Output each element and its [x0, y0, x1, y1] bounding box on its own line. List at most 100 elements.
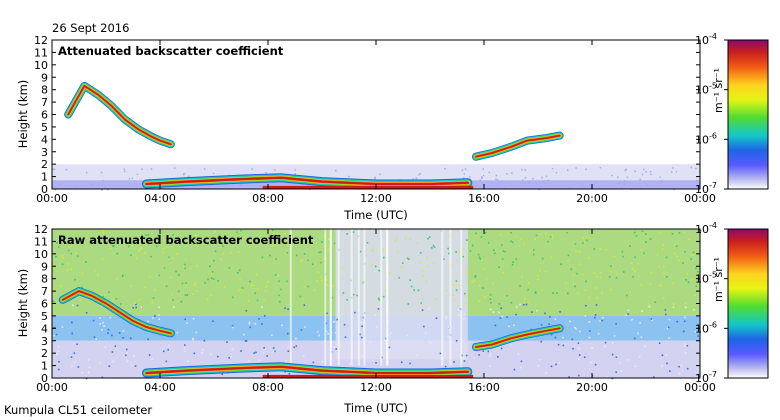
noise-speck [312, 361, 315, 364]
noise-speck [675, 171, 678, 173]
noise-speck [584, 315, 587, 317]
noise-speck [596, 275, 598, 278]
noise-speck [209, 265, 211, 268]
noise-speck [210, 294, 212, 296]
noise-speck [489, 365, 492, 368]
noise-speck [423, 325, 425, 328]
noise-speck [107, 328, 110, 331]
noise-speck [255, 351, 257, 354]
noise-speck [578, 347, 581, 350]
noise-speck [432, 244, 435, 247]
noise-speck [125, 348, 128, 351]
y-tick-label: 7 [41, 285, 48, 298]
noise-speck [101, 328, 103, 331]
noise-speck [238, 289, 240, 292]
noise-speck [512, 261, 514, 264]
noise-speck [680, 364, 683, 367]
noise-speck [510, 343, 512, 346]
noise-speck [295, 345, 298, 347]
noise-speck [186, 294, 189, 296]
noise-speck [113, 245, 115, 247]
noise-speck [188, 175, 190, 178]
noise-speck [74, 252, 77, 254]
noise-speck [320, 251, 322, 253]
noise-speck [682, 330, 685, 333]
noise-speck [686, 273, 688, 275]
noise-speck [634, 270, 636, 272]
y-tick-label: 7 [41, 96, 48, 109]
noise-speck [173, 167, 176, 169]
noise-speck [301, 258, 304, 261]
noise-speck [388, 271, 391, 274]
noise-speck [275, 258, 278, 260]
noise-speck [83, 241, 86, 243]
noise-speck [141, 168, 143, 170]
noise-speck [286, 280, 288, 283]
noise-speck [520, 360, 523, 363]
clear-stripe [289, 229, 292, 366]
noise-speck [513, 368, 516, 371]
noise-speck [419, 172, 422, 175]
noise-speck [421, 275, 424, 277]
noise-speck [158, 274, 161, 277]
noise-speck [433, 262, 435, 264]
noise-speck [134, 365, 137, 367]
noise-speck [226, 341, 228, 343]
noise-speck [578, 374, 580, 377]
noise-speck [320, 279, 323, 282]
noise-speck [207, 278, 209, 281]
noise-speck [528, 181, 530, 184]
noise-speck [333, 346, 336, 349]
noise-speck [348, 175, 350, 178]
noise-speck [622, 271, 625, 273]
noise-speck [316, 330, 319, 333]
noise-speck [521, 179, 524, 182]
noise-speck [325, 322, 328, 325]
x-tick-label: 04:00 [144, 192, 176, 205]
noise-speck [678, 372, 681, 375]
noise-speck [171, 293, 173, 296]
noise-speck [303, 286, 306, 289]
noise-speck [651, 319, 654, 322]
noise-speck [545, 175, 548, 178]
noise-speck [318, 334, 321, 337]
noise-speck [103, 325, 105, 327]
noise-speck [52, 186, 55, 188]
noise-speck [371, 248, 373, 251]
noise-speck [649, 238, 652, 240]
colorbar-tick-label: 10-4 [695, 32, 717, 47]
y-tick-label: 10 [34, 248, 48, 261]
noise-speck [104, 293, 106, 296]
noise-speck [644, 345, 646, 347]
noise-speck [529, 249, 531, 252]
noise-speck [694, 330, 697, 333]
noise-speck [550, 365, 553, 368]
noise-speck [518, 245, 521, 248]
noise-speck [549, 235, 552, 238]
noise-speck [203, 339, 206, 342]
noise-speck [487, 242, 490, 244]
noise-speck [492, 311, 495, 313]
noise-speck [356, 294, 359, 297]
noise-speck [140, 306, 143, 308]
noise-speck [684, 343, 686, 345]
signal-elevated-cloud-layer [67, 85, 172, 146]
noise-speck [123, 170, 126, 173]
noise-speck [659, 284, 661, 287]
panel-title: Raw attenuated backscatter coefficient [58, 233, 314, 247]
noise-speck [611, 353, 614, 356]
noise-speck [251, 168, 253, 170]
noise-speck [684, 352, 687, 354]
noise-speck [183, 172, 185, 175]
clear-stripe [441, 229, 444, 366]
noise-speck [645, 241, 647, 243]
noise-speck [370, 264, 373, 267]
noise-speck [402, 262, 404, 264]
noise-speck [442, 258, 445, 260]
y-tick-label: 1 [41, 171, 48, 184]
noise-speck [665, 256, 668, 259]
noise-speck [284, 233, 286, 235]
noise-speck [643, 252, 645, 255]
noise-speck [484, 296, 486, 298]
noise-speck [135, 306, 137, 309]
